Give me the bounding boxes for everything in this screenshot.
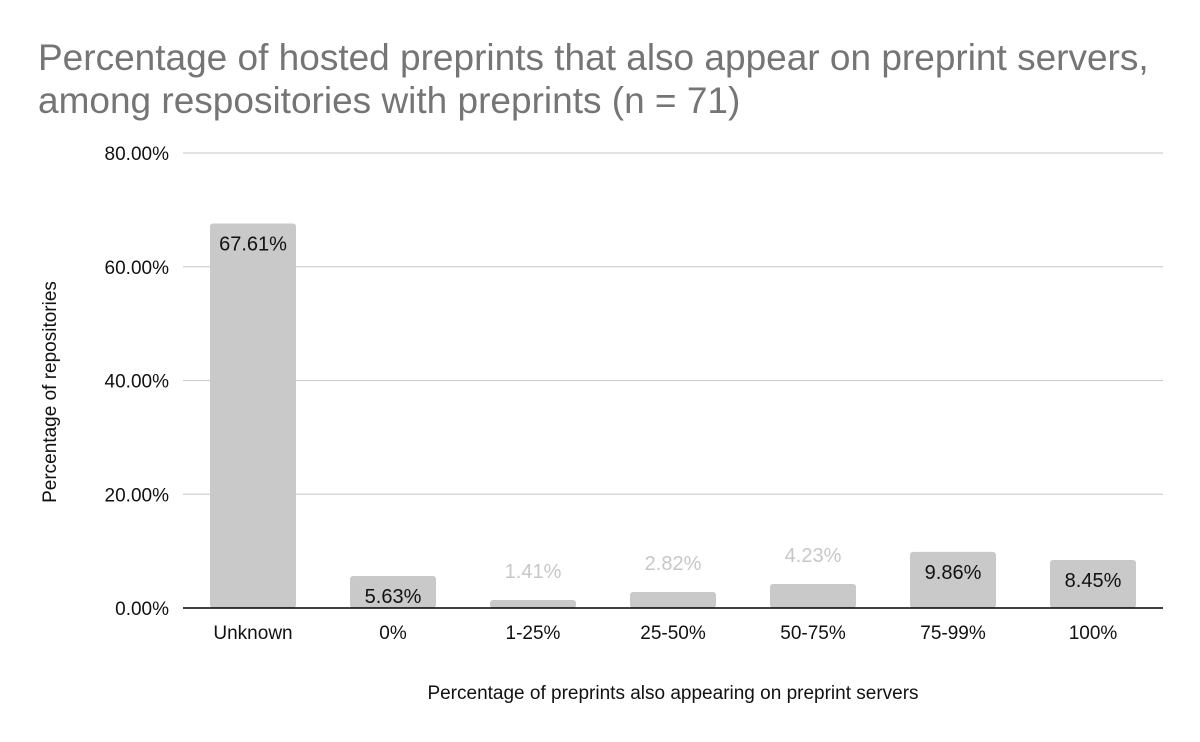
y-axis-ticks: 0.00% 20.00% 40.00% 60.00% 80.00% <box>105 144 170 620</box>
data-labels: 67.61% 5.63% 1.41% 2.82% 4.23% 9.86% 8.45% <box>219 233 1121 608</box>
y-axis-title: Percentage of repositories <box>40 281 61 503</box>
y-tick-label: 20.00% <box>105 485 170 506</box>
x-tick-label: 75-99% <box>920 623 986 644</box>
data-label: 9.86% <box>925 562 982 584</box>
bar <box>770 583 856 608</box>
y-tick-label: 0.00% <box>115 599 169 620</box>
y-tick-label: 80.00% <box>105 144 170 165</box>
bar <box>630 591 716 608</box>
bar <box>1050 559 1136 608</box>
x-tick-label: Unknown <box>213 623 292 644</box>
bar <box>210 223 296 608</box>
x-tick-label: 50-75% <box>780 623 846 644</box>
x-tick-label: 100% <box>1069 623 1118 644</box>
gridlines <box>183 152 1163 495</box>
x-tick-label: 25-50% <box>640 623 706 644</box>
x-axis-ticks: Unknown 0% 1-25% 25-50% 50-75% 75-99% 100% <box>213 623 1117 644</box>
y-tick-label: 40.00% <box>105 372 170 393</box>
x-axis-title: Percentage of preprints also appearing o… <box>427 683 918 704</box>
bar <box>910 551 996 608</box>
data-label: 2.82% <box>645 553 702 575</box>
data-label: 67.61% <box>219 233 287 255</box>
bar <box>350 575 436 608</box>
data-label: 5.63% <box>365 586 422 608</box>
data-label: 4.23% <box>785 545 842 567</box>
x-tick-label: 1-25% <box>506 623 561 644</box>
bars <box>210 223 1136 608</box>
x-tick-label: 0% <box>379 623 407 644</box>
y-tick-label: 60.00% <box>105 258 170 279</box>
chart-title-line-2: among respositories with preprints (n = … <box>38 80 741 121</box>
data-label: 1.41% <box>505 561 562 583</box>
data-label: 8.45% <box>1065 570 1122 592</box>
bar <box>490 599 576 608</box>
chart-title-line-1: Percentage of hosted preprints that also… <box>38 37 1149 78</box>
chart-title: Percentage of hosted preprints that also… <box>38 36 1178 122</box>
